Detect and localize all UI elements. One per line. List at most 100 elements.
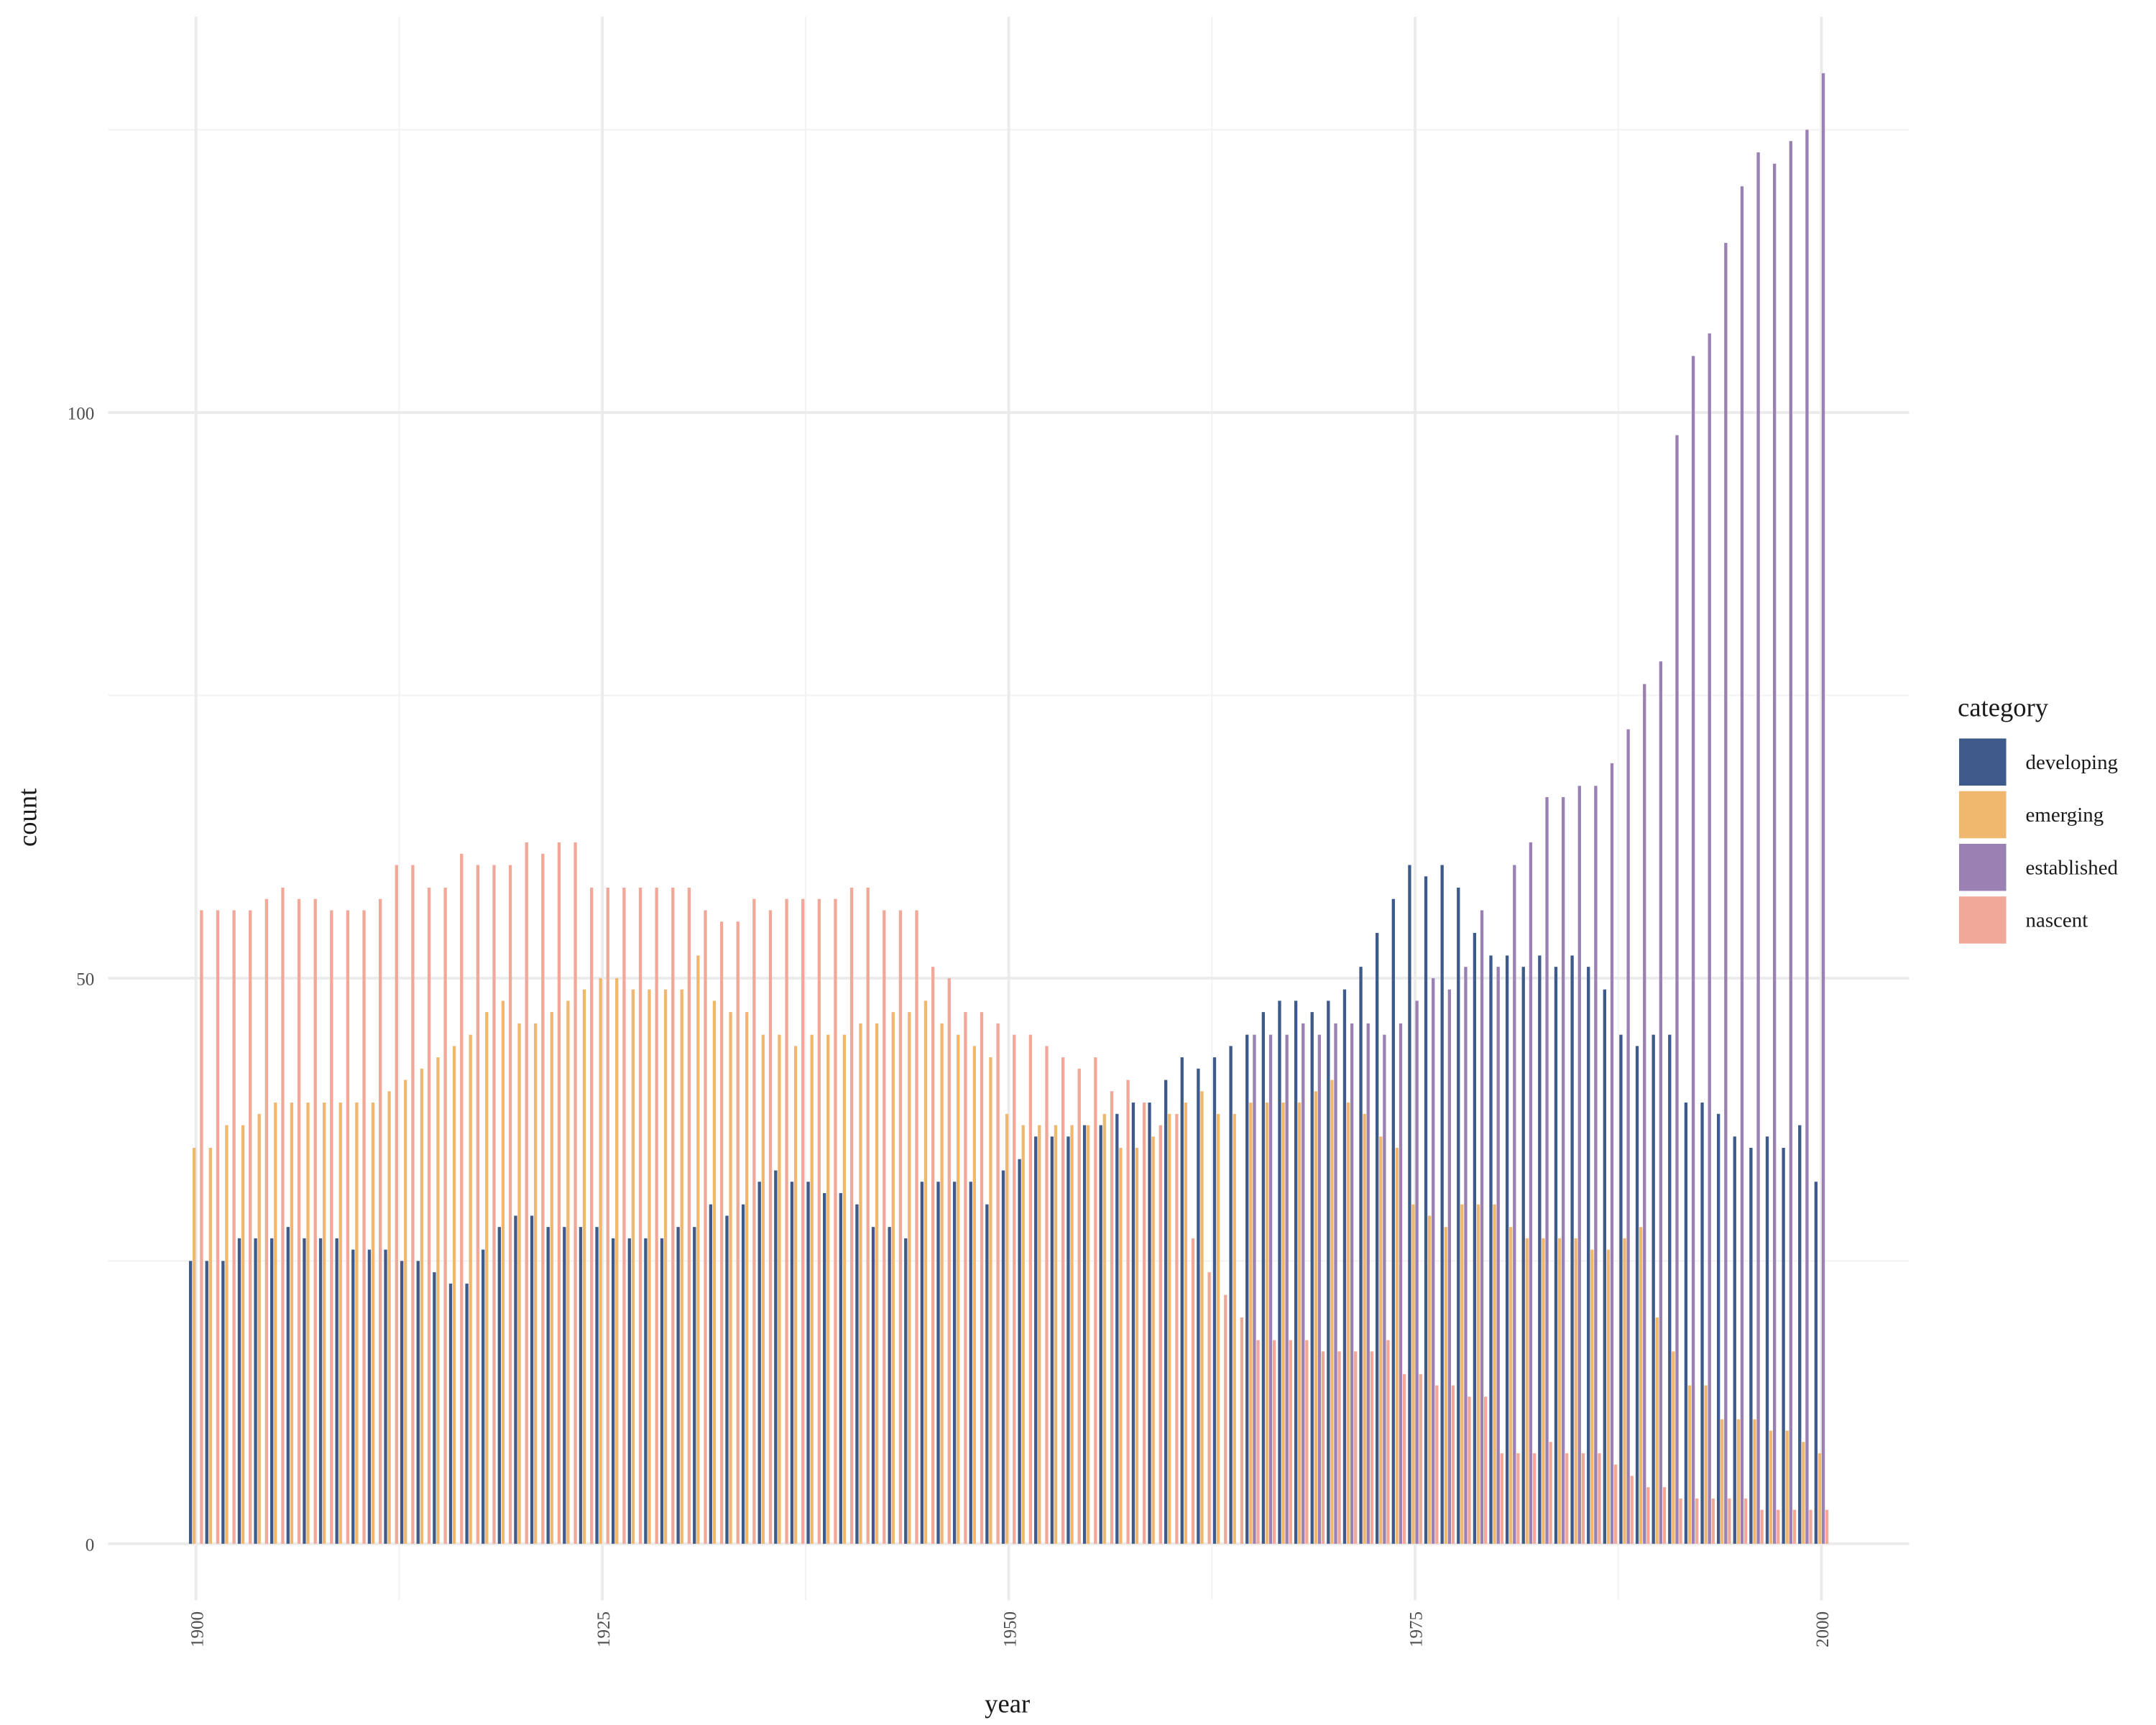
bar [1005,1113,1009,1544]
bar [1366,1023,1370,1544]
bar [1359,967,1363,1544]
bar [964,1012,967,1544]
bar [660,1238,664,1544]
bar [1327,1000,1330,1544]
bar [1542,1238,1545,1544]
bar [622,887,626,1544]
bar [1212,1057,1217,1544]
bar [920,1182,924,1544]
bar [1135,1147,1139,1544]
bar [1646,1487,1650,1544]
bar [655,887,658,1544]
bar [725,1215,729,1544]
bar [1272,1340,1276,1544]
bar [972,1046,976,1544]
bar [680,989,683,1544]
bar [566,1000,570,1544]
bar [1094,1057,1097,1544]
legend-swatch [1959,738,2007,786]
bar [1782,1147,1785,1544]
bar [1639,1227,1643,1544]
bar [400,1261,404,1544]
bar [1756,152,1760,1544]
bar [1728,1498,1731,1544]
bar [774,1170,778,1544]
bar [1554,967,1558,1544]
bar [290,1103,294,1544]
bar [270,1238,274,1544]
legend-label: developing [2026,751,2118,774]
bar [719,921,724,1544]
bar [452,1046,456,1544]
bar [1613,1464,1618,1544]
bar [1626,729,1630,1544]
bar [1379,1136,1383,1544]
bar [1386,1340,1390,1544]
bar [1110,1091,1114,1544]
bar [1342,989,1347,1544]
bar [1256,1340,1260,1544]
bar [264,898,269,1544]
bar [286,1227,290,1544]
bar [436,1057,440,1544]
bar [931,967,935,1544]
bar [980,1012,984,1544]
bar [1281,1103,1285,1544]
bar [1760,1509,1764,1544]
bar [330,910,333,1544]
bar [1549,1442,1552,1544]
bar [249,910,252,1544]
bar [550,1012,553,1544]
bar [1798,1125,1802,1544]
bar [1200,1091,1204,1544]
bar [200,910,203,1544]
bar [1483,1397,1488,1544]
bar [427,887,431,1544]
bar [1789,141,1792,1544]
bar [1809,1509,1812,1544]
bar [1440,865,1444,1544]
bar [1034,1136,1038,1544]
bar [923,1000,928,1544]
bar [915,910,918,1544]
bar [1516,1453,1520,1544]
bar [1662,1487,1667,1544]
bar [810,1034,814,1544]
bar [530,1215,534,1544]
bar [1285,1034,1289,1544]
bar [599,978,602,1544]
bar [205,1261,208,1544]
bar [254,1238,257,1544]
bar [871,1227,875,1544]
bar [216,910,220,1544]
bar [1061,1057,1065,1544]
bar [420,1068,424,1544]
bars [188,73,1829,1544]
x-tick-label: 1900 [188,1611,207,1647]
bar [1233,1113,1236,1544]
bar [790,1182,794,1544]
bar [1708,333,1711,1544]
bar [492,865,496,1544]
bar [485,1012,489,1544]
bar [546,1227,550,1544]
bar [1460,1204,1464,1544]
bar [687,887,691,1544]
bar [1126,1080,1130,1544]
bar [1207,1272,1211,1544]
bar [274,1103,277,1544]
bar [1610,763,1614,1544]
bar [1148,1103,1151,1544]
bar [709,1204,713,1544]
bar [627,1238,631,1544]
bar [1630,1476,1634,1544]
bar [842,1034,847,1544]
bar [1191,1238,1195,1544]
bar [303,1238,306,1544]
bar [1476,1204,1480,1544]
bar [1143,1103,1146,1544]
bar [676,1227,680,1544]
bar [875,1023,879,1544]
bar [1574,1238,1577,1544]
bar [1391,898,1395,1544]
